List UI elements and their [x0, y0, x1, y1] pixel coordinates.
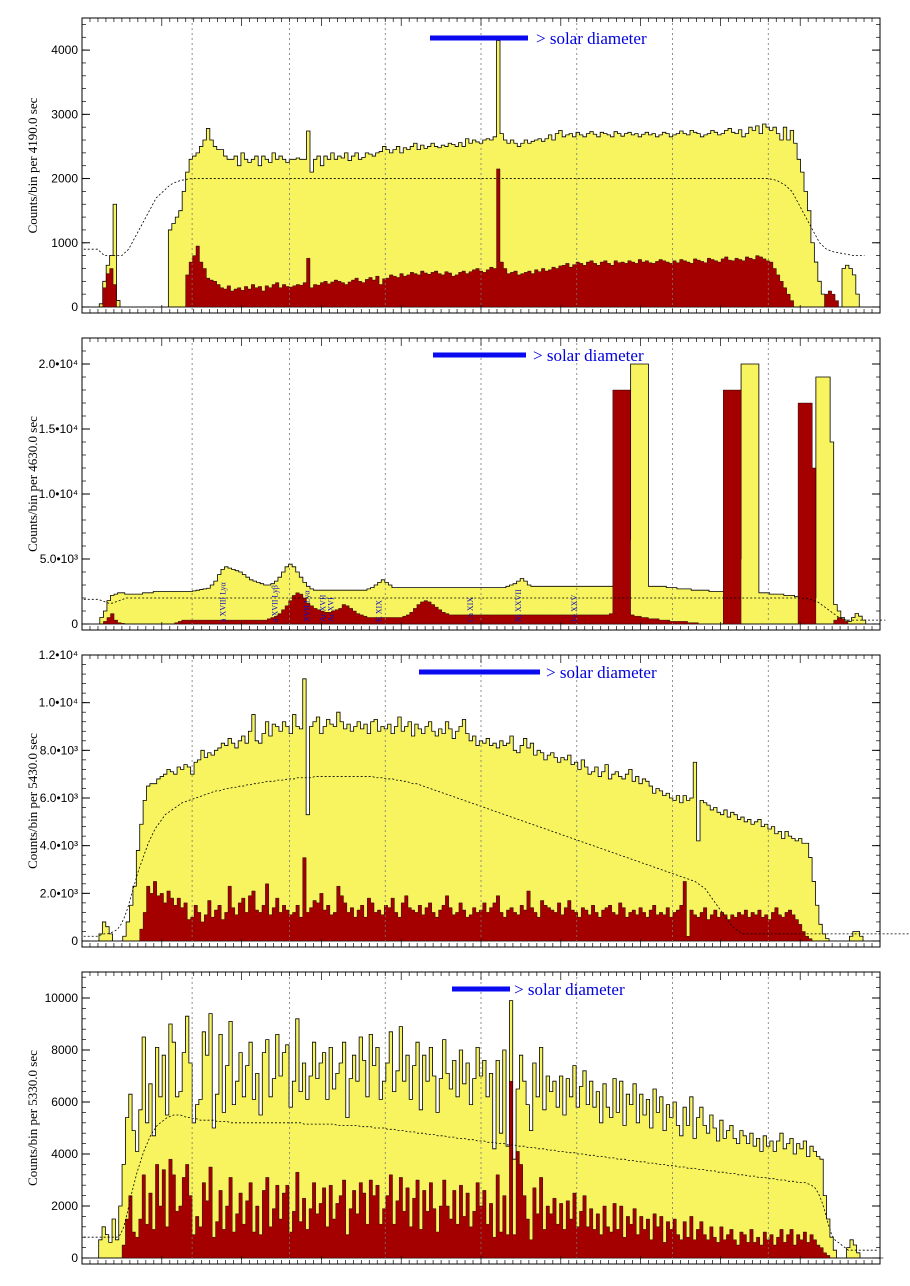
spectral-line-label: a XVIII Lyα: [219, 581, 228, 622]
ytick-label: 1000: [51, 236, 78, 250]
ytick-label: 0: [71, 934, 78, 948]
ytick-label: 2.0•10⁴: [39, 357, 78, 371]
y-axis-label: Counts/bin per 4190.0 sec: [25, 97, 40, 233]
background-model-line: [83, 776, 910, 937]
ytick-label: 4000: [51, 43, 78, 57]
background-subtracted-histogram: [82, 389, 880, 625]
panel-4: 0 2000 4000 6000 8000 10000 Counts/bin per 533…: [25, 971, 884, 1265]
spectral-line-label: Ar XVII: [318, 594, 327, 622]
ytick-label: 2.0•10³: [40, 886, 78, 900]
ytick-label: 0: [71, 1251, 78, 1265]
panel-1: 0 1000 2000 3000 4000 Counts/bin per 4190.0 s…: [25, 17, 881, 314]
ytick-label: 2000: [51, 1199, 78, 1213]
total-counts-histogram: [82, 678, 880, 942]
background-subtracted-histogram: [82, 168, 880, 308]
ytick-label: 8000: [51, 1043, 78, 1057]
ytick-label: 1.0•10⁴: [39, 696, 78, 710]
ytick-label: 1.2•10⁴: [39, 648, 78, 662]
spectral-line-label: XVII Lyα: [302, 590, 311, 622]
ytick-label: 5.0•10³: [40, 552, 78, 566]
background-model-line: [83, 597, 886, 621]
ytick-label: 8.0•10³: [40, 743, 78, 757]
solar-diameter-label: > solar diameter: [536, 29, 647, 48]
background-subtracted-histogram: [82, 1081, 884, 1259]
background-model-line: [83, 1114, 879, 1251]
ytick-label: 3000: [51, 107, 78, 121]
ytick-label: 1.0•10⁴: [39, 487, 78, 501]
y-axis-label: Counts/bin per 4630.0 sec: [25, 416, 40, 552]
spectral-line-label: Ni XXVII: [514, 589, 523, 622]
ytick-label: 4.0•10³: [40, 839, 78, 853]
y-axis-label: Counts/bin per 5430.0 sec: [25, 733, 40, 869]
ytick-label: 1.5•10⁴: [39, 422, 78, 436]
spectral-line-label: Fe XXV: [570, 594, 579, 622]
panel-3: 0 2.0•10³ 4.0•10³ 6.0•10³ 8.0•10³ 1.0•10⁴ 1.2•…: [25, 648, 910, 948]
ytick-label: 2000: [51, 172, 78, 186]
total-counts-histogram: [82, 1000, 880, 1259]
solar-diameter-label: > solar diameter: [533, 346, 644, 365]
background-model-line: [83, 178, 865, 257]
solar-diameter-label: > solar diameter: [546, 663, 657, 682]
spectral-line-label: a XVII Lyβ: [271, 585, 280, 622]
ytick-label: 0: [71, 617, 78, 631]
ytick-label: 0: [71, 300, 78, 314]
ytick-label: 6.0•10³: [40, 791, 78, 805]
spectral-line-label: K XIX: [374, 600, 383, 622]
ytick-label: 4000: [51, 1147, 78, 1161]
y-axis-label: Counts/bin per 5330.0 sec: [25, 1050, 40, 1186]
panel-2: 0 5.0•10³ 1.0•10⁴ 1.5•10⁴ 2.0•10⁴ Counts/bin …: [25, 337, 886, 631]
solar-diameter-label: > solar diameter: [514, 980, 625, 999]
ytick-label: 6000: [51, 1095, 78, 1109]
background-subtracted-histogram: [82, 857, 880, 942]
spectral-line-label: Ca XIX: [466, 597, 475, 622]
spectral-line-label: Ar XVI: [326, 597, 335, 622]
ytick-label: 10000: [45, 991, 79, 1005]
